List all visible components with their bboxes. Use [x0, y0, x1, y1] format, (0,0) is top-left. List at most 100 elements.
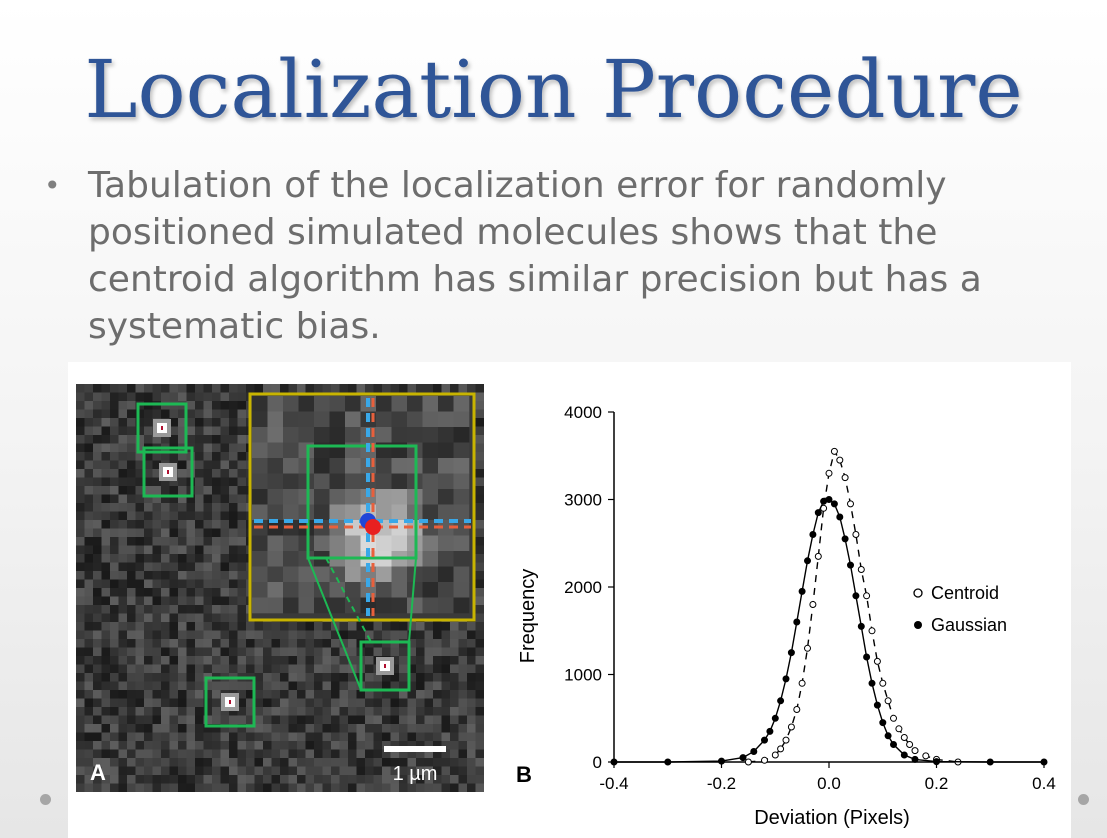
y-axis-label: Frequency: [517, 569, 539, 664]
data-point: [804, 557, 811, 565]
data-point: [890, 741, 897, 748]
data-point: [766, 727, 774, 735]
zoom-line: [408, 557, 417, 643]
corner-dot-icon: [40, 794, 51, 805]
data-point: [825, 469, 833, 477]
inset-border: [248, 392, 476, 622]
data-point: [863, 592, 871, 600]
x-axis-label: Deviation (Pixels): [754, 807, 910, 829]
data-point: [868, 627, 876, 635]
y-tick-label: 2000: [564, 578, 602, 597]
panel-b-label: B: [516, 762, 532, 787]
chart-legend: Centroid Gaussian: [913, 583, 1007, 635]
data-point: [906, 741, 914, 748]
data-point: [750, 748, 758, 755]
data-point: [777, 697, 785, 705]
data-point: [610, 758, 618, 766]
data-point: [863, 653, 871, 661]
data-point: [884, 732, 892, 740]
series-line: [748, 449, 959, 763]
data-point: [798, 679, 806, 687]
scale-bar: [384, 746, 446, 752]
data-point: [847, 561, 854, 569]
data-point: [895, 725, 903, 733]
corner-dot-icon: [1078, 794, 1089, 805]
y-tick-label: 3000: [564, 491, 602, 510]
inset-pixels: [252, 396, 470, 614]
data-point: [814, 509, 822, 517]
series-centroid: [744, 447, 962, 766]
data-point: [825, 496, 833, 503]
spot-mark: [161, 426, 163, 430]
data-point: [744, 758, 752, 766]
legend-centroid-marker: [913, 588, 923, 598]
spot-mark: [229, 700, 231, 704]
data-point: [847, 500, 854, 508]
data-point: [852, 531, 860, 538]
panel-a-image: A 1 µm: [76, 384, 484, 792]
data-point: [933, 758, 940, 766]
slide-title: Localization Procedure: [84, 43, 1023, 136]
data-point: [804, 644, 811, 652]
legend-gaussian: Gaussian: [931, 615, 1007, 635]
data-point: [1040, 758, 1048, 766]
molecule-box: [204, 676, 256, 728]
y-tick-label: 4000: [564, 403, 602, 422]
bullet-item: • Tabulation of the localization error f…: [40, 162, 1080, 350]
data-point: [777, 745, 785, 753]
x-tick-label: 0.4: [1032, 774, 1056, 793]
scale-bar-label: 1 µm: [393, 763, 438, 785]
data-point: [911, 755, 919, 763]
data-point: [868, 679, 876, 687]
spot-mark: [384, 664, 386, 668]
data-point: [782, 736, 790, 744]
data-point: [890, 714, 897, 722]
data-point: [787, 649, 795, 657]
chart-axes: -0.4 -0.2 0.0 0.2 0.4 0 1000 2000 3000 4000: [564, 403, 1056, 793]
chart-series: [610, 447, 1048, 766]
panel-b-chart: B Frequency Deviation (Pixels) -0.4 -0.2 0…: [516, 403, 1056, 829]
data-point: [814, 552, 822, 560]
data-point: [852, 592, 860, 600]
data-point: [809, 601, 817, 608]
bullet-list: • Tabulation of the localization error f…: [40, 162, 1080, 350]
data-point: [922, 752, 930, 760]
data-point: [809, 531, 817, 538]
data-point: [771, 714, 779, 722]
x-tick-label: -0.4: [599, 774, 628, 793]
red-dot-icon: [365, 519, 381, 535]
data-point: [718, 757, 725, 765]
data-point: [787, 723, 795, 731]
data-point: [793, 618, 801, 626]
panel-a-label: A: [90, 760, 106, 785]
molecule-spots: [153, 419, 394, 711]
x-tick-label: 0.0: [817, 774, 841, 793]
data-point: [900, 734, 908, 741]
series-gaussian: [610, 496, 1048, 766]
zoom-line: [307, 557, 362, 691]
data-point: [911, 747, 919, 755]
data-point: [782, 675, 790, 683]
data-point: [879, 719, 887, 727]
data-point: [841, 474, 849, 482]
data-point: [879, 679, 887, 687]
bullet-dot-icon: •: [44, 169, 61, 202]
inset-zoom: [248, 392, 476, 691]
y-tick-label: 1000: [564, 666, 602, 685]
data-point: [841, 535, 849, 543]
data-point: [761, 756, 768, 764]
data-point: [830, 447, 838, 455]
data-point: [664, 758, 672, 766]
data-point: [739, 754, 747, 762]
figure: A 1 µm B Frequency Deviation (Pixels) -0…: [68, 362, 1071, 838]
zoom-line-dashed: [325, 557, 372, 643]
data-point: [836, 513, 844, 521]
data-point: [900, 751, 908, 759]
bullet-text: Tabulation of the localization error for…: [88, 165, 982, 347]
data-point: [873, 701, 881, 709]
data-point: [857, 566, 865, 573]
data-point: [761, 736, 768, 744]
data-point: [830, 500, 838, 508]
data-point: [793, 706, 801, 713]
y-tick-label: 0: [593, 753, 602, 772]
